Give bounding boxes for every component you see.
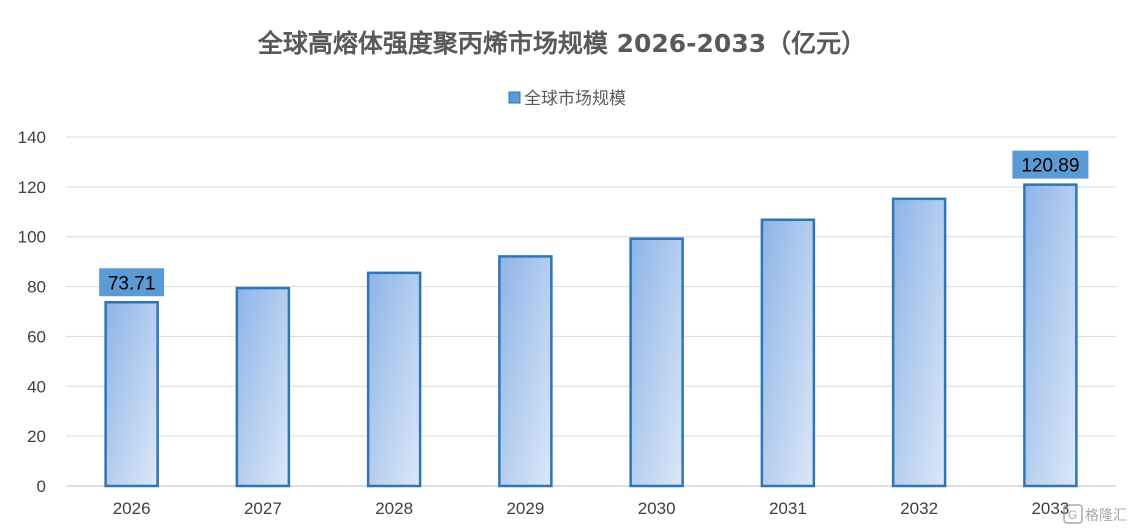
bar xyxy=(498,255,553,488)
svg-text:G: G xyxy=(1068,508,1077,522)
legend: 全球市场规模 xyxy=(508,89,626,109)
bar xyxy=(235,286,291,488)
watermark-text: 格隆汇 xyxy=(1085,508,1127,524)
x-tick-label: 2028 xyxy=(375,499,413,518)
data-label-background xyxy=(1012,150,1089,179)
y-tick-label: 100 xyxy=(18,228,46,247)
legend-label: 全球市场规模 xyxy=(524,89,626,109)
y-tick-label: 120 xyxy=(18,178,46,197)
data-label-text: 73.71 xyxy=(108,273,156,294)
bar xyxy=(104,301,159,488)
legend-swatch xyxy=(508,91,521,104)
bar xyxy=(891,197,947,488)
data-labels: 73.71 120.89 xyxy=(99,150,1089,297)
bar xyxy=(366,271,422,488)
y-tick-label: 80 xyxy=(27,278,46,297)
x-tick-label: 2033 xyxy=(1031,499,1069,518)
x-tick-label: 2031 xyxy=(769,499,807,518)
x-axis-ticks: 2026 2027 2028 2029 2030 2031 2032 2033 xyxy=(113,499,1070,518)
y-tick-label: 140 xyxy=(18,128,46,147)
y-tick-label: 20 xyxy=(27,427,46,446)
gelonghui-logo-icon xyxy=(1063,504,1083,524)
y-tick-label: 0 xyxy=(37,477,46,496)
gridlines xyxy=(66,136,1116,487)
data-label: 120.89 xyxy=(1012,150,1089,179)
data-label: 73.71 xyxy=(99,268,165,297)
data-label-text: 120.89 xyxy=(1021,156,1079,177)
chart-title: 全球高熔体强度聚丙烯市场规模 2026-2033（亿元） xyxy=(257,29,866,58)
data-label-background xyxy=(99,268,165,297)
y-axis-ticks: 0 20 40 60 80 100 120 140 xyxy=(18,128,46,496)
bar xyxy=(629,237,684,488)
y-tick-label: 60 xyxy=(27,327,46,346)
bar xyxy=(1023,183,1078,488)
x-tick-label: 2030 xyxy=(638,499,676,518)
bars xyxy=(104,183,1078,488)
x-tick-label: 2027 xyxy=(244,499,282,518)
y-tick-label: 40 xyxy=(27,377,46,396)
x-tick-label: 2029 xyxy=(506,499,544,518)
watermark: G 格隆汇 xyxy=(1063,504,1127,524)
x-tick-label: 2032 xyxy=(900,499,938,518)
x-tick-label: 2026 xyxy=(113,499,151,518)
bar xyxy=(760,218,816,488)
